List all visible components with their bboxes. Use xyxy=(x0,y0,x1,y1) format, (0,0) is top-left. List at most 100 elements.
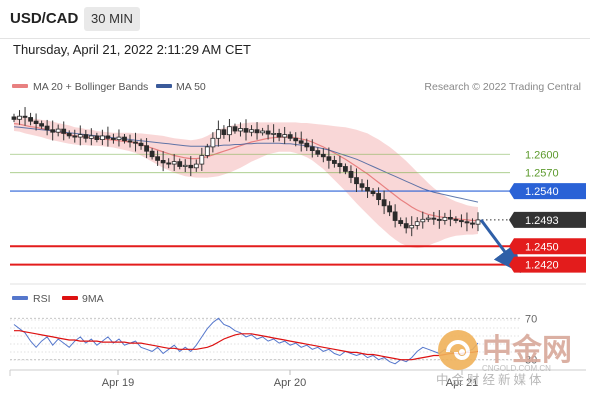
rsi-legend-swatch xyxy=(12,296,28,300)
timeframe-button[interactable]: 30 MIN xyxy=(84,7,140,31)
candle xyxy=(458,214,464,228)
rsi-ma-legend-swatch xyxy=(62,296,78,300)
ma20-legend-swatch xyxy=(12,84,28,88)
ma50-legend-swatch xyxy=(156,84,172,88)
watermark-logo-icon xyxy=(438,330,478,370)
level-label-1.2570: 1.2570 xyxy=(525,168,559,180)
credit-label: Research © 2022 Trading Central xyxy=(424,81,581,93)
candle xyxy=(309,139,315,158)
watermark-subtitle: 中金财经新媒体 xyxy=(436,372,545,387)
candle xyxy=(331,155,337,168)
candle xyxy=(188,156,194,177)
candle xyxy=(348,165,354,184)
rsi-ma-legend-label: 9MA xyxy=(82,293,104,305)
candle xyxy=(116,129,122,147)
candle xyxy=(326,147,332,169)
candle xyxy=(50,120,56,141)
candle xyxy=(254,122,260,140)
candle xyxy=(436,210,442,229)
candle xyxy=(293,132,299,147)
candle xyxy=(354,168,359,192)
candle xyxy=(105,126,111,147)
rsi-level-label-30: 30 xyxy=(525,355,537,367)
candle xyxy=(221,125,227,139)
candle xyxy=(33,113,39,131)
level-label-1.2540: 1.2540 xyxy=(525,186,559,198)
candle xyxy=(238,122,243,137)
candle xyxy=(215,120,221,147)
cngold-watermark: 中金网 CNGOLD.COM.CN 中金财经新媒体 xyxy=(436,330,572,387)
rsi-level-label-70: 70 xyxy=(525,313,537,325)
ma50-legend-label: MA 50 xyxy=(176,81,206,93)
chart-header: USD/CAD 30 MIN xyxy=(0,0,590,39)
rsi-legend-label: RSI xyxy=(33,293,51,305)
candle xyxy=(282,126,288,144)
candle xyxy=(138,138,144,150)
candle xyxy=(265,124,271,140)
candle xyxy=(210,132,216,153)
candle xyxy=(22,107,28,126)
candle xyxy=(28,112,34,126)
candle xyxy=(320,148,326,163)
level-tag-1.2493 xyxy=(509,211,586,228)
level-label-1.2600: 1.2600 xyxy=(525,149,559,161)
candle xyxy=(403,217,409,234)
candle xyxy=(315,147,321,158)
candle xyxy=(182,159,188,173)
candle xyxy=(470,218,475,229)
candle xyxy=(447,209,453,227)
candle xyxy=(232,123,238,134)
candle xyxy=(381,190,387,215)
candle xyxy=(11,113,17,123)
rsi-ma-line xyxy=(14,330,479,361)
level-label-1.2450: 1.2450 xyxy=(525,241,559,253)
candle xyxy=(420,211,426,229)
candle xyxy=(44,119,50,136)
candle xyxy=(133,132,138,152)
level-tag-1.2450 xyxy=(509,238,586,255)
candle xyxy=(260,127,266,136)
candle xyxy=(431,211,437,225)
candle xyxy=(370,188,376,197)
candle xyxy=(83,130,89,143)
x-tick-label: Apr 21 xyxy=(446,377,478,389)
candle xyxy=(453,216,459,224)
candle xyxy=(342,163,348,175)
x-tick-label: Apr 20 xyxy=(274,377,306,389)
candle xyxy=(111,133,116,144)
ma20-legend-label: MA 20 + Bollinger Bands xyxy=(33,81,148,93)
candle xyxy=(304,138,310,152)
candle xyxy=(149,148,155,160)
candle xyxy=(177,158,183,170)
candle xyxy=(475,212,481,232)
candle xyxy=(425,214,431,223)
candle xyxy=(66,130,72,139)
candle xyxy=(122,134,127,144)
candle xyxy=(392,204,398,228)
candle xyxy=(72,129,78,143)
candle xyxy=(442,212,448,225)
candle xyxy=(337,155,343,174)
candle xyxy=(94,132,100,143)
projection-arrow xyxy=(479,218,521,274)
candle xyxy=(55,124,61,137)
bollinger-band xyxy=(14,116,478,249)
level-label-1.2420: 1.2420 xyxy=(525,260,559,272)
candle xyxy=(409,216,415,237)
candle xyxy=(387,201,393,217)
candle xyxy=(276,128,282,142)
candle xyxy=(359,179,365,192)
watermark-title: 中金网 xyxy=(482,333,572,368)
candle xyxy=(88,128,94,146)
candle xyxy=(17,110,22,125)
candle xyxy=(39,120,44,129)
watermark-url: CNGOLD.COM.CN xyxy=(482,364,551,373)
candle xyxy=(155,150,161,166)
candle xyxy=(166,158,172,169)
candle xyxy=(127,134,133,148)
candle xyxy=(365,179,370,198)
level-tag-1.2420 xyxy=(509,256,586,273)
candle xyxy=(464,212,470,232)
candle xyxy=(77,125,83,146)
